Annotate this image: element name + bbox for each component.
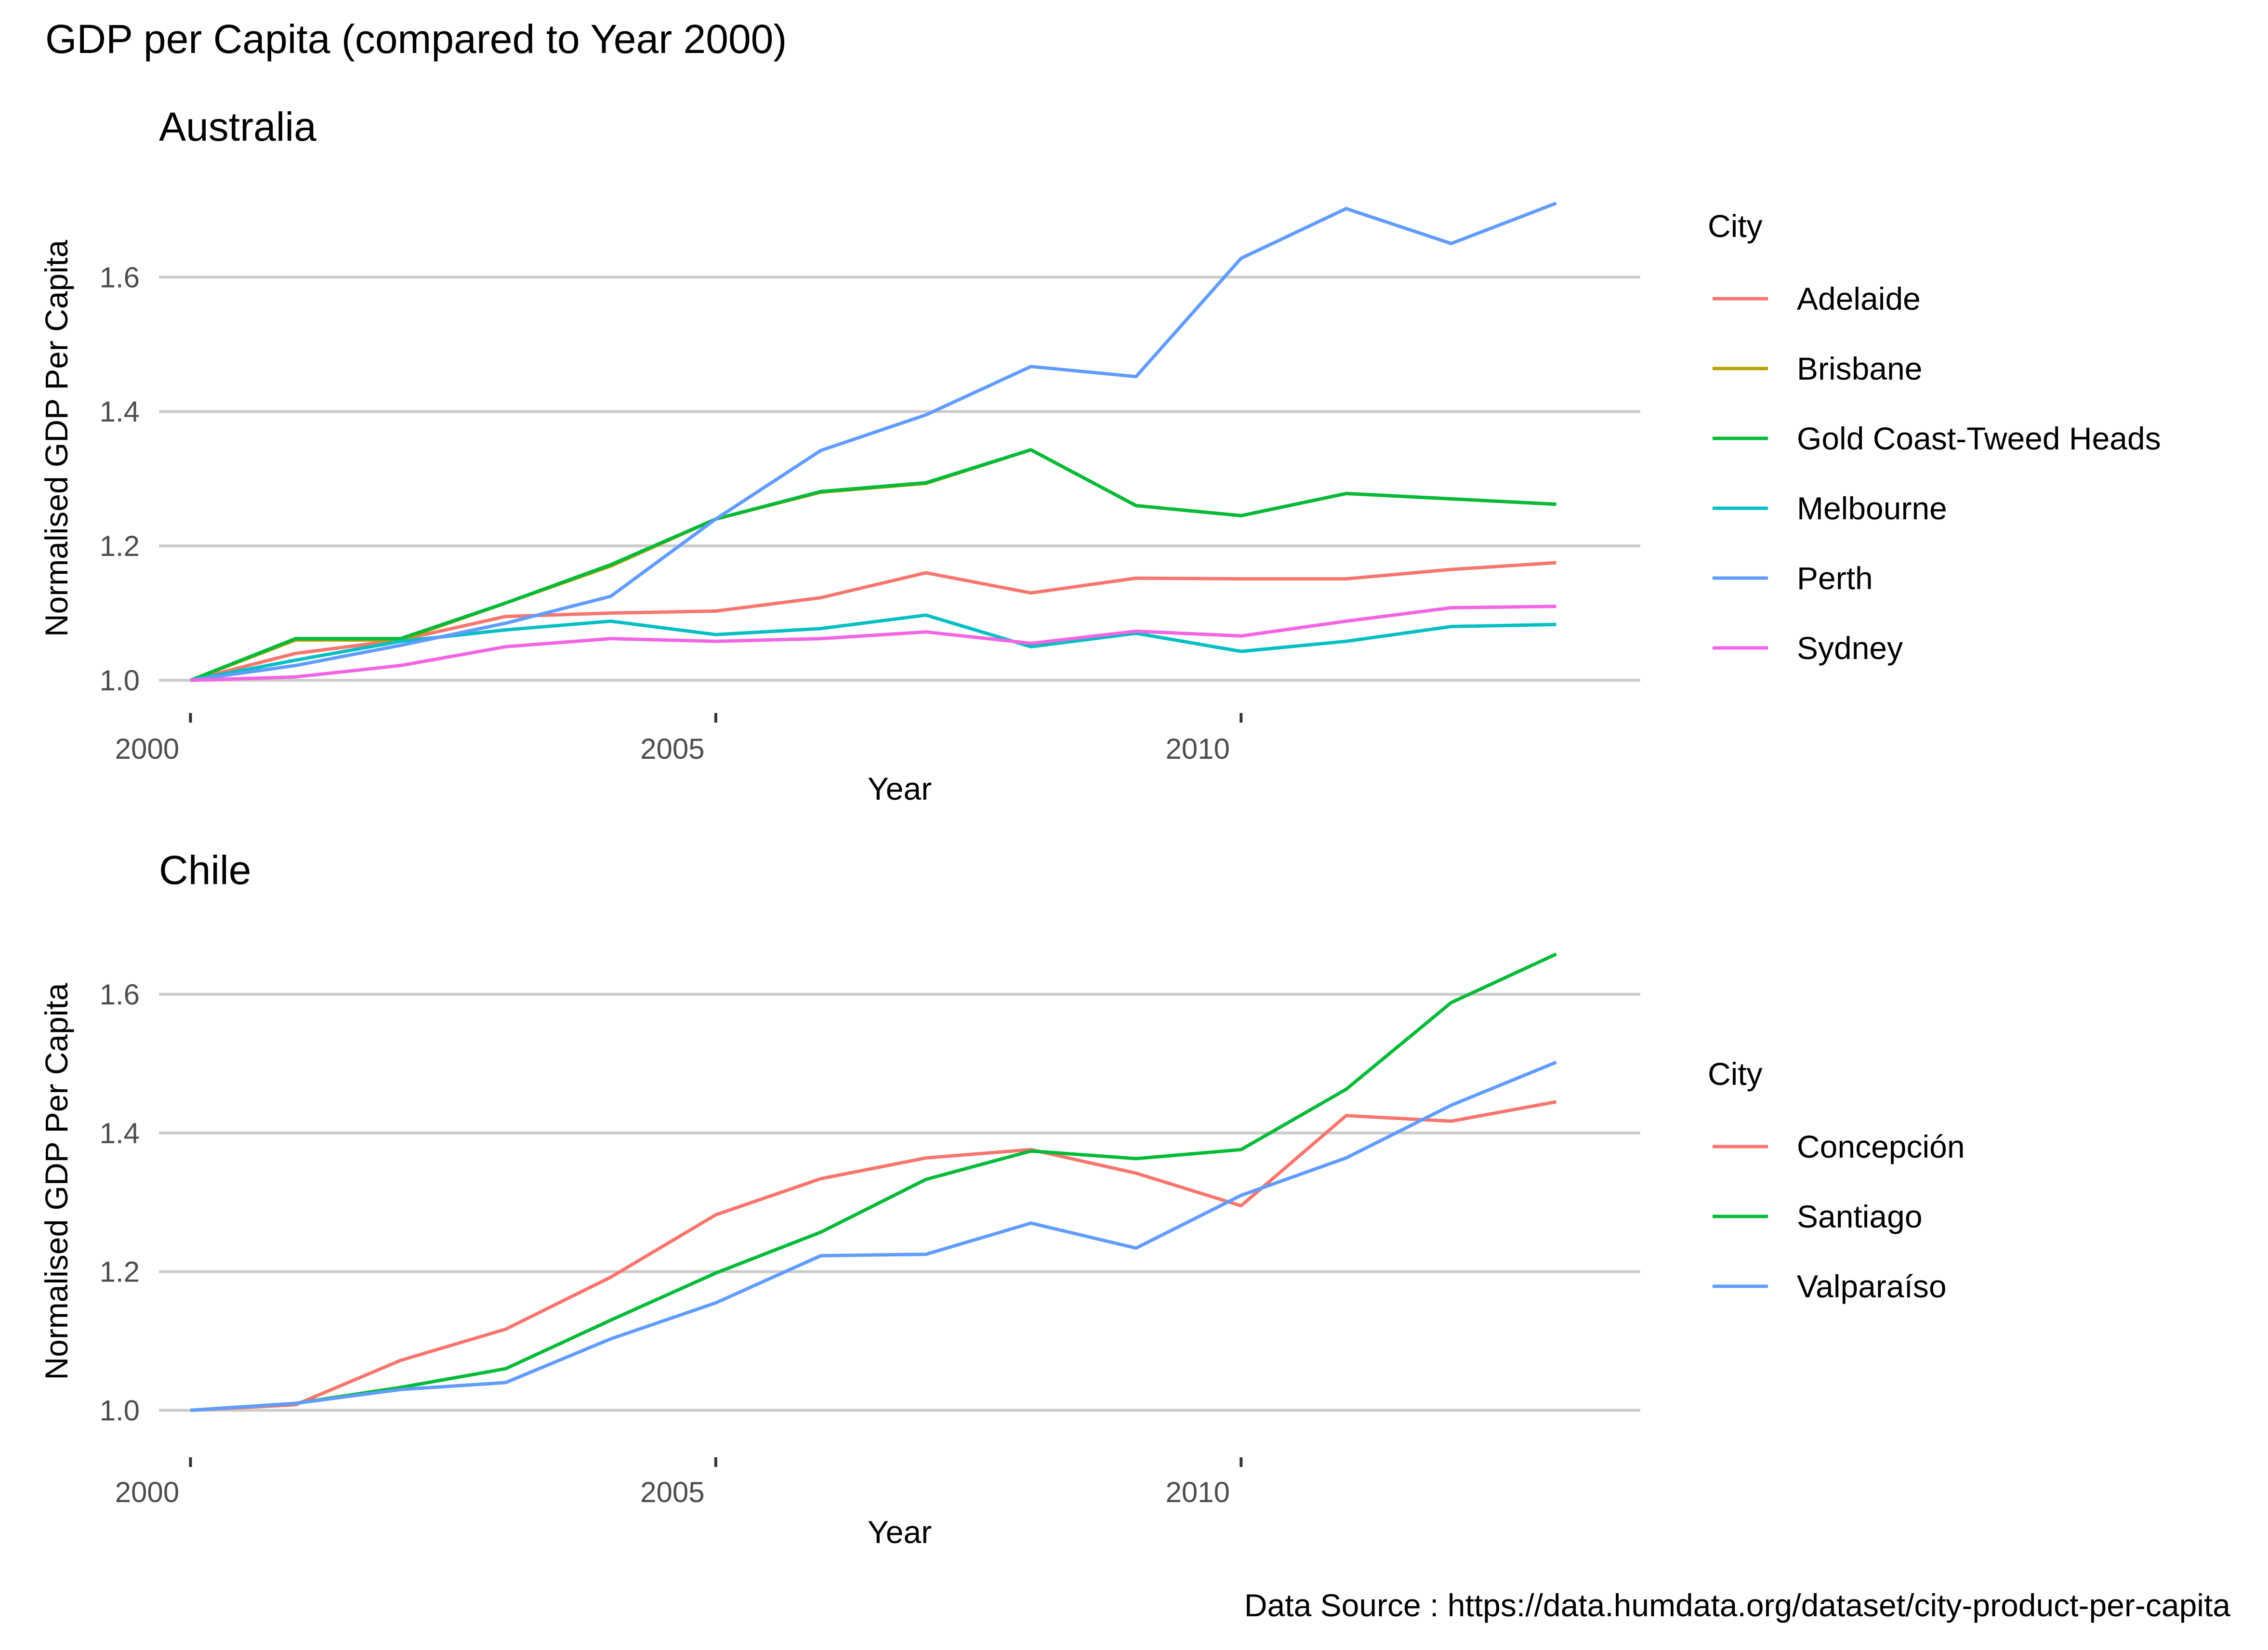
legend-label: Adelaide xyxy=(1797,281,1921,317)
legend-label: Valparaíso xyxy=(1797,1268,1947,1304)
y-tick-label: 1.4 xyxy=(100,1117,140,1149)
legend-label: Melbourne xyxy=(1797,490,1947,526)
legend-label: Brisbane xyxy=(1797,351,1923,386)
y-tick-label: 1.2 xyxy=(100,530,140,562)
series-line-melbourne xyxy=(190,613,1556,682)
legend-title: City xyxy=(1708,208,1763,244)
panel-title: Australia xyxy=(159,104,316,149)
legend-label: Sydney xyxy=(1797,630,1903,666)
series-line-gold-coast-tweed-heads xyxy=(190,448,1556,682)
series-line-perth xyxy=(190,201,1557,682)
y-tick-label: 1.0 xyxy=(100,1394,140,1426)
series-line-valparaiso xyxy=(190,1060,1557,1412)
x-tick-label: 2005 xyxy=(640,733,704,765)
series-line-concepcion xyxy=(190,1100,1557,1412)
legend-label: Concepción xyxy=(1797,1129,1965,1164)
panel-title: Chile xyxy=(159,847,251,893)
y-tick-label: 1.0 xyxy=(100,664,140,697)
y-tick-label: 1.6 xyxy=(100,261,140,293)
data-source-caption: Data Source : https://data.humdata.org/d… xyxy=(1244,1587,2230,1623)
legend: City Adelaide Brisbane Gold Coast-Tweed Hea… xyxy=(1708,208,2161,666)
figure-title: GDP per Capita (compared to Year 2000) xyxy=(45,16,787,62)
series-line-santiago xyxy=(190,952,1557,1412)
y-tick-label: 1.4 xyxy=(100,396,140,428)
legend-title: City xyxy=(1708,1056,1763,1092)
y-axis-title: Normalised GDP Per Capita xyxy=(39,983,74,1380)
chart-panel-chile: Chile 1.0 1.2 1.4 1.6 2000 2005 2010 Year Normali… xyxy=(39,847,1965,1550)
legend-label: Perth xyxy=(1797,560,1873,596)
x-tick-label: 2010 xyxy=(1166,733,1230,765)
x-axis-title: Year xyxy=(868,771,932,806)
series-line-adelaide xyxy=(190,561,1556,682)
chart-panel-australia: Australia 1.0 1.2 1.4 1.6 2000 2005 2010 Year Nor… xyxy=(39,104,2161,806)
legend: City Concepción Santiago Valparaíso xyxy=(1708,1056,1965,1304)
y-tick-label: 1.6 xyxy=(100,978,140,1011)
y-tick-label: 1.2 xyxy=(100,1256,140,1288)
x-axis-title: Year xyxy=(868,1514,932,1550)
legend-label: Gold Coast-Tweed Heads xyxy=(1797,421,2161,456)
x-tick-label: 2000 xyxy=(115,733,179,765)
x-tick-label: 2005 xyxy=(640,1476,704,1508)
series-line-sydney xyxy=(190,605,1556,682)
x-tick-label: 2010 xyxy=(1166,1476,1230,1508)
y-axis-title: Normalised GDP Per Capita xyxy=(39,240,74,637)
x-tick-label: 2000 xyxy=(115,1476,179,1508)
legend-label: Santiago xyxy=(1797,1199,1923,1234)
